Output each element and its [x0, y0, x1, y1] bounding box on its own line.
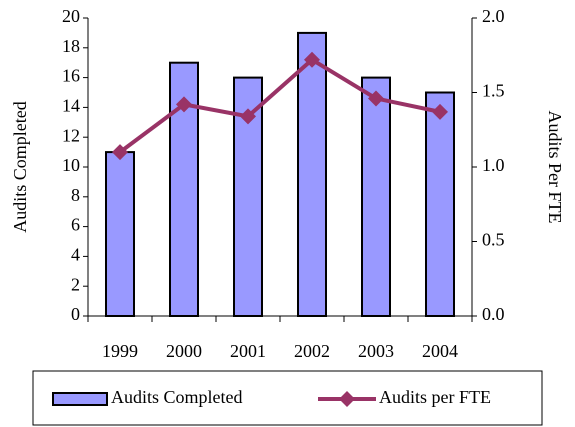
y2-tick-label: 0.5	[482, 230, 505, 250]
y-tick-label: 4	[71, 245, 80, 265]
y2-tick-label: 0.0	[482, 304, 505, 324]
y2-tick-label: 2.0	[482, 6, 505, 26]
y-tick-label: 8	[71, 185, 80, 205]
marker	[432, 103, 448, 120]
legend-label: Audits Completed	[111, 387, 243, 407]
y-tick-label: 6	[71, 215, 80, 235]
x-tick-label: 2004	[422, 341, 458, 361]
y-tick-label: 18	[62, 36, 80, 56]
legend-swatch	[52, 392, 108, 406]
bar	[297, 31, 327, 318]
y-tick-label: 12	[62, 125, 80, 145]
line	[118, 57, 441, 154]
marker	[304, 51, 320, 68]
y-tick-label: 14	[62, 96, 80, 116]
y-tick-label: 20	[62, 6, 80, 26]
bar	[361, 76, 391, 317]
y-tick-label: 16	[62, 66, 80, 86]
bar	[105, 151, 135, 317]
legend-box	[32, 370, 543, 426]
y2-axis-label: Audits Per FTE	[545, 110, 565, 223]
x-tick-label: 2000	[166, 341, 202, 361]
marker	[368, 90, 384, 107]
x-tick-label: 2002	[294, 341, 330, 361]
y-axis-label: Audits Completed	[10, 101, 30, 233]
y-tick-label: 2	[71, 274, 80, 294]
x-tick-label: 2003	[358, 341, 394, 361]
y-tick-label: 10	[62, 155, 80, 175]
marker	[176, 96, 192, 113]
y2-tick-label: 1.0	[482, 155, 505, 175]
x-tick-label: 1999	[102, 341, 138, 361]
y2-tick-label: 1.5	[482, 81, 505, 101]
y-tick-label: 0	[71, 304, 80, 324]
legend-label: Audits per FTE	[379, 387, 491, 407]
x-tick-label: 2001	[230, 341, 266, 361]
marker	[240, 108, 256, 125]
marker	[112, 144, 128, 161]
bar	[425, 91, 455, 317]
legend-marker	[339, 391, 355, 407]
